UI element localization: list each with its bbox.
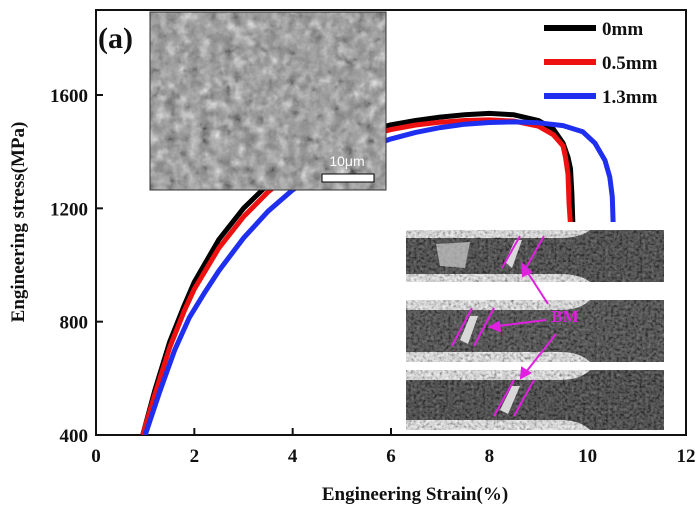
y-tick-label: 1200 (50, 199, 88, 220)
scale-bar (321, 173, 375, 183)
y-tick-label: 400 (60, 426, 89, 447)
legend-label: 0.5mm (602, 53, 658, 74)
series-layer (140, 110, 616, 435)
specimen-1 (406, 230, 664, 282)
y-tick-label: 800 (60, 313, 89, 334)
legend: 0mm 0.5mm 1.3mm (544, 19, 658, 108)
legend-label: 0mm (602, 19, 643, 40)
bm-label: BM (551, 307, 578, 326)
x-tick-label: 0 (91, 446, 101, 467)
x-tick-label: 10 (578, 446, 597, 467)
scale-bar-label: 10μm (329, 153, 364, 169)
legend-label: 1.3mm (602, 87, 658, 108)
x-tick-label: 6 (386, 446, 396, 467)
x-tick-label: 12 (677, 446, 696, 467)
x-tick-label: 2 (190, 446, 200, 467)
x-axis-title: Engineering Strain(%) (322, 484, 508, 505)
specimen-3 (406, 370, 664, 430)
bm-arrows (487, 261, 557, 380)
axis-layer: 0 2 4 6 8 10 12 400 800 1200 1600 (50, 86, 696, 467)
y-axis-title: Engineering stress(MPa) (8, 122, 29, 323)
specimen-photo-inset: BM (404, 222, 664, 434)
series-line-13mm (142, 119, 616, 435)
specimen-2 (406, 300, 664, 362)
panel-label: (a) (98, 22, 133, 55)
x-tick-label: 8 (485, 446, 495, 467)
sem-inset-image: 10μm (149, 11, 387, 191)
y-tick-label: 1600 (50, 86, 88, 107)
series-line-05mm (140, 117, 573, 435)
x-tick-label: 4 (288, 446, 298, 467)
